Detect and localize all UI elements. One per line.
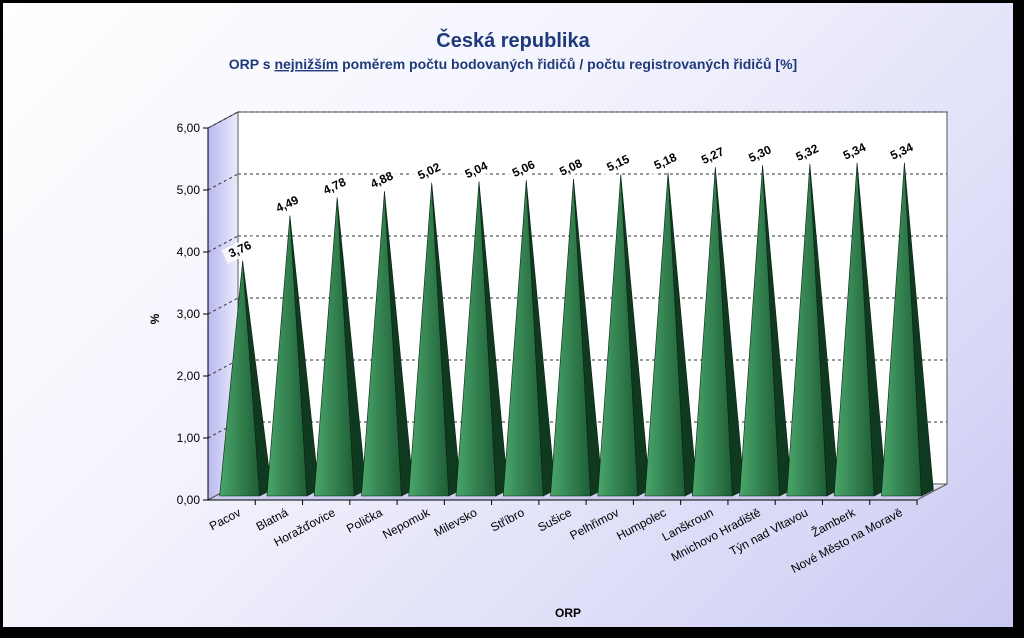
chart-subtitle: ORP s nejnižším poměrem počtu bodovaných… — [229, 56, 797, 72]
y-tick-label: 2,00 — [177, 369, 201, 383]
y-tick-label: 6,00 — [177, 121, 201, 135]
subtitle-end: poměrem počtu bodovaných řidičů / počtu … — [338, 56, 797, 72]
data-label-bg — [410, 157, 448, 186]
data-label-bg — [883, 137, 921, 166]
x-axis-title: ORP — [555, 606, 581, 620]
data-label-bg — [363, 166, 401, 195]
subtitle-start: ORP s — [229, 56, 275, 72]
data-label-bg — [599, 149, 637, 178]
bar — [691, 167, 733, 497]
category-label: Humpolec — [614, 505, 668, 543]
chart: Česká republika ORP s nejnižším poměrem … — [148, 28, 948, 620]
bar — [833, 162, 875, 497]
bar — [266, 215, 308, 497]
bar — [739, 165, 780, 497]
bar — [786, 164, 828, 497]
y-tick-label: 1,00 — [177, 431, 201, 445]
bar — [408, 182, 450, 497]
category-label: Nepomuk — [380, 505, 433, 542]
data-label-bg — [457, 156, 496, 185]
bar — [455, 181, 497, 497]
bar — [644, 172, 686, 497]
chart-frame: Česká republika ORP s nejnižším poměrem … — [3, 3, 1013, 627]
y-tick-label: 4,00 — [177, 245, 201, 259]
category-label: Pacov — [207, 505, 243, 533]
bar — [361, 191, 402, 497]
data-label-bg — [268, 190, 306, 219]
bar — [550, 179, 591, 497]
data-label-bg — [316, 172, 354, 201]
data-label-bg — [505, 155, 543, 184]
category-label: Milevsko — [432, 505, 480, 539]
bar — [881, 162, 922, 497]
bar — [313, 197, 355, 497]
bar — [597, 174, 639, 497]
data-label-bg — [788, 139, 826, 167]
bar — [502, 180, 544, 497]
category-label: Polička — [344, 505, 385, 536]
y-axis-title: % — [148, 313, 162, 324]
data-label-bg — [694, 142, 732, 171]
chart-title: Česká republika — [436, 28, 590, 52]
data-label-bg — [221, 235, 259, 264]
bar — [219, 260, 260, 497]
category-label: Pelhřimov — [567, 505, 621, 542]
y-tick-label: 0,00 — [177, 493, 201, 507]
plot-area: 0,001,002,003,004,005,006,003,76Pacov4,4… — [177, 111, 948, 576]
subtitle-emphasis: nejnižším — [274, 56, 338, 72]
data-label-bg — [646, 147, 685, 176]
y-tick-label: 5,00 — [177, 183, 201, 197]
data-label-bg — [552, 153, 590, 182]
data-label-bg — [836, 137, 874, 166]
category-label: Stříbro — [488, 505, 527, 534]
data-label-bg — [741, 140, 779, 169]
y-tick-label: 3,00 — [177, 307, 201, 321]
